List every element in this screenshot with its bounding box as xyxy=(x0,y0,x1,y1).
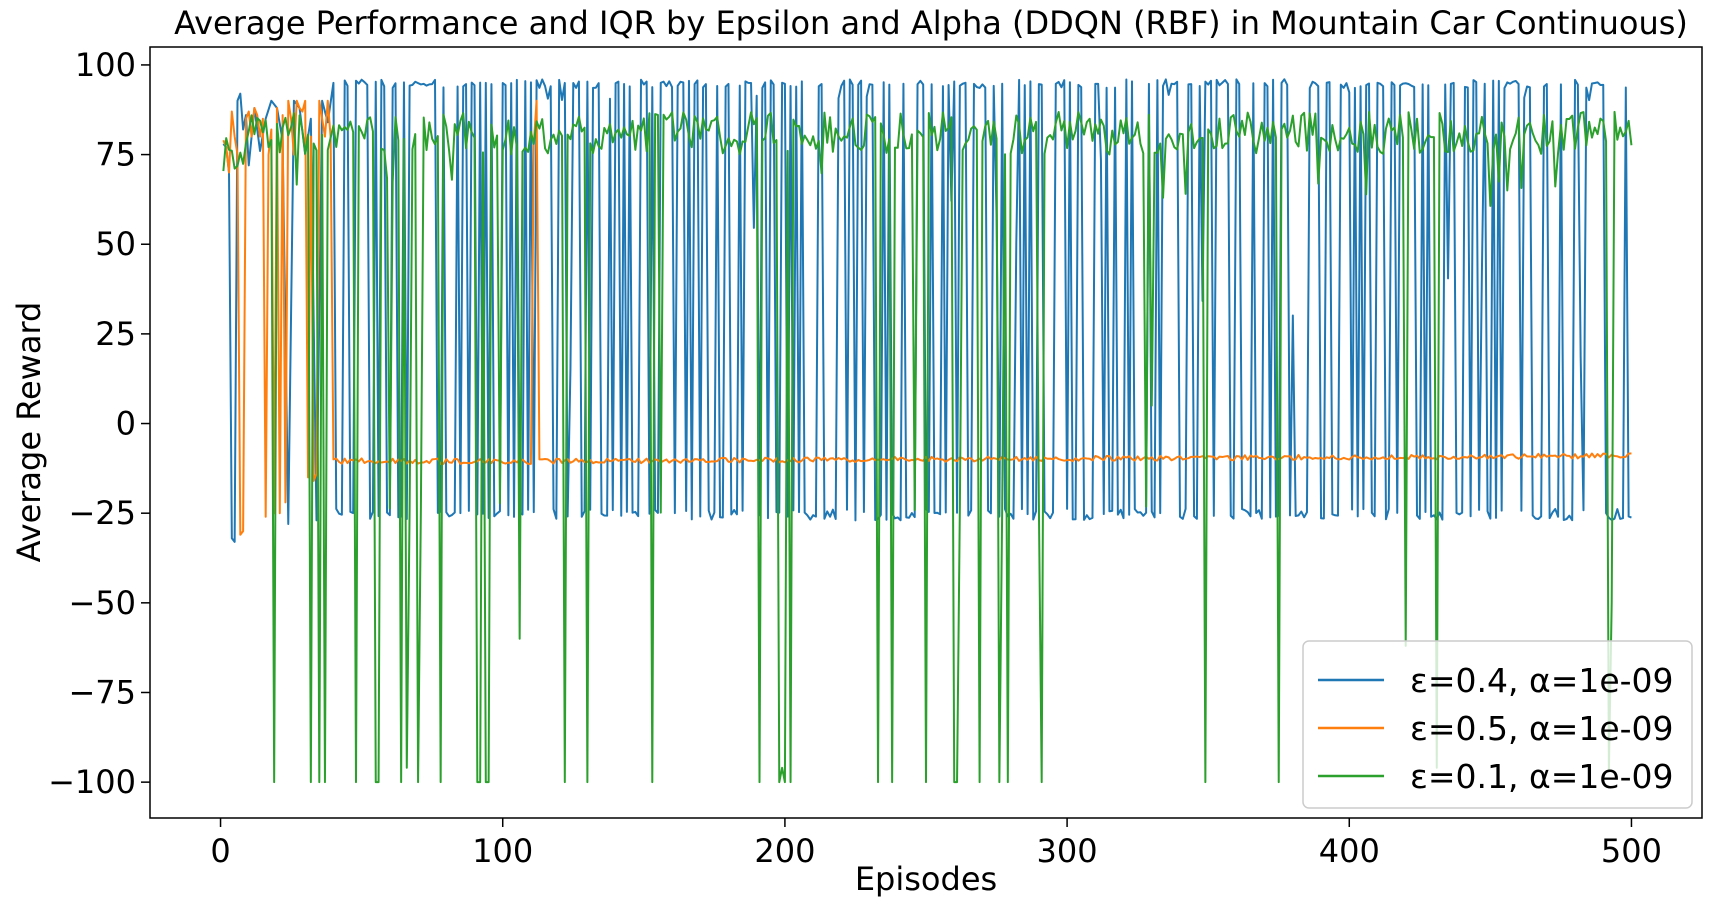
chart-title: Average Performance and IQR by Epsilon a… xyxy=(174,4,1688,42)
y-tick-label: 50 xyxy=(95,225,136,263)
legend-label: ε=0.4, α=1e-09 xyxy=(1410,661,1674,700)
x-tick-label: 100 xyxy=(472,832,533,870)
y-tick-label: 75 xyxy=(95,136,136,174)
y-tick-label: −100 xyxy=(48,763,136,801)
y-tick-label: −75 xyxy=(68,673,136,711)
y-tick-label: 25 xyxy=(95,315,136,353)
x-tick-label: 400 xyxy=(1319,832,1380,870)
x-tick-label: 0 xyxy=(210,832,230,870)
series-line-3 xyxy=(222,110,1633,784)
legend-label: ε=0.5, α=1e-09 xyxy=(1410,709,1674,748)
x-tick-label: 200 xyxy=(754,832,815,870)
legend-box xyxy=(1302,640,1693,809)
x-tick-label: 500 xyxy=(1601,832,1662,870)
y-tick-label: −50 xyxy=(68,584,136,622)
y-tick-label: 100 xyxy=(75,46,136,84)
series-line-2 xyxy=(222,99,1632,536)
series-layer xyxy=(222,78,1633,784)
y-axis-title: Average Reward xyxy=(10,302,48,563)
x-axis: 0 100 200 300 400 500 xyxy=(210,818,1662,870)
legend: ε=0.4, α=1e-09 ε=0.5, α=1e-09 ε=0.1, α=1e-… xyxy=(1302,640,1693,809)
y-tick-label: 0 xyxy=(116,405,136,443)
x-axis-title: Episodes xyxy=(855,860,997,898)
plot-area xyxy=(149,46,1703,819)
series-line-1 xyxy=(222,78,1632,543)
y-tick-label: −25 xyxy=(68,494,136,532)
x-tick-label: 300 xyxy=(1037,832,1098,870)
plot-frame xyxy=(149,46,1703,819)
y-axis: 100 75 50 25 0 −25 −50 −75 −100 xyxy=(48,46,150,801)
legend-label: ε=0.1, α=1e-09 xyxy=(1410,757,1674,796)
